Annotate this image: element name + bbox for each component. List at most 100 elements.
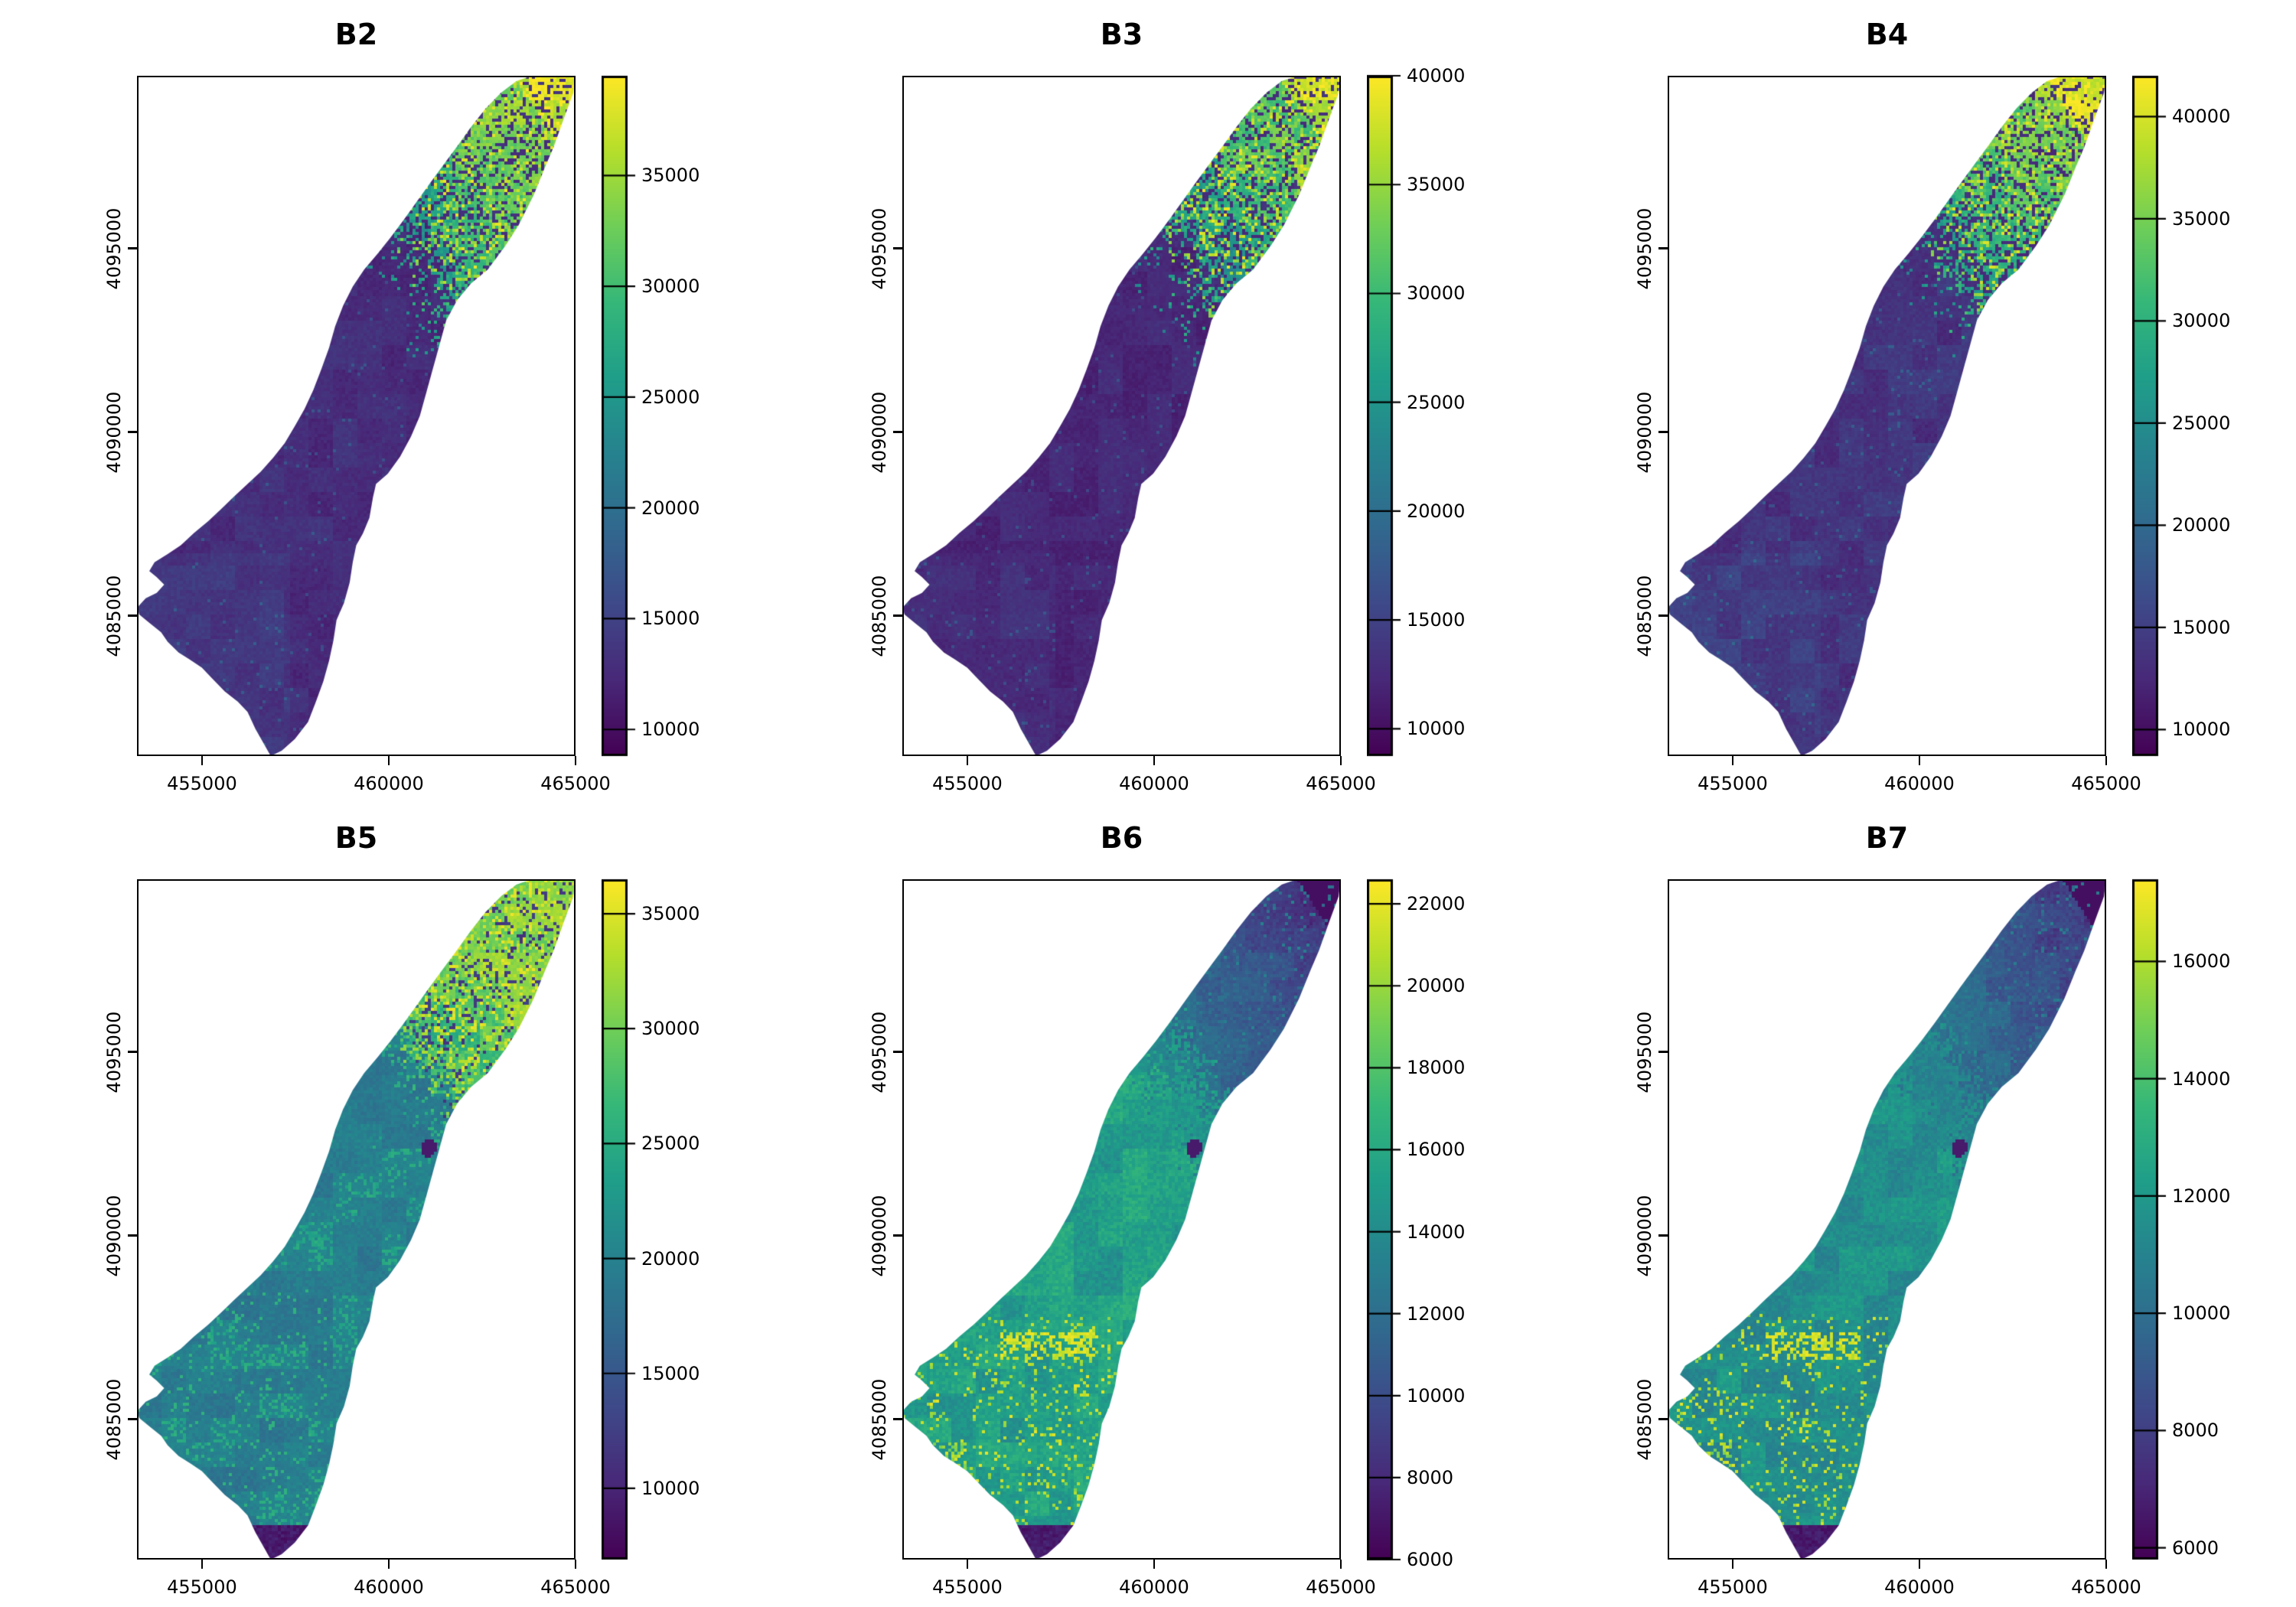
legend-tick-label: 30000 (2172, 310, 2231, 332)
x-tick-mark (966, 756, 969, 765)
y-tick-label: 4095000 (103, 1011, 125, 1094)
map-raster (137, 76, 576, 756)
x-tick-label: 460000 (1119, 773, 1189, 794)
legend-tick-label: 15000 (2172, 616, 2231, 638)
panel-b7: B7 455000 460000 465000 4095000 4090000 40850… (1531, 804, 2296, 1607)
legend-tick-label: 8000 (1407, 1466, 1454, 1488)
y-tick-label: 4085000 (103, 1378, 125, 1461)
legend-tick-label: 25000 (2172, 412, 2231, 434)
y-tick-label: 4095000 (1634, 207, 1655, 290)
legend-tick-label: 6000 (2172, 1537, 2219, 1559)
panel-title: B3 (1100, 18, 1143, 51)
legend-tick-label: 22000 (1407, 893, 1466, 915)
x-tick-mark (1339, 1560, 1342, 1569)
y-tick-mark (128, 1418, 137, 1420)
legend-tick-label: 20000 (2172, 514, 2231, 536)
legend-tick-label: 35000 (641, 165, 700, 187)
legend-tick-label: 10000 (2172, 1302, 2231, 1325)
x-tick-mark (2105, 1560, 2108, 1569)
legend-tick-label: 25000 (641, 386, 700, 408)
y-tick-label: 4090000 (103, 1195, 125, 1277)
map-raster (902, 879, 1341, 1560)
y-tick-label: 4095000 (103, 207, 125, 290)
y-tick-label: 4085000 (1634, 1378, 1655, 1461)
legend-tick-label: 35000 (641, 903, 700, 925)
x-tick-mark (966, 1560, 969, 1569)
legend-colorbar (602, 878, 637, 1561)
x-tick-mark (387, 756, 390, 765)
y-tick-mark (1658, 1051, 1668, 1053)
legend-tick-label: 30000 (641, 275, 700, 298)
y-tick-label: 4090000 (103, 391, 125, 474)
legend-tick-label: 40000 (2172, 106, 2231, 128)
plot-frame (902, 879, 1341, 1560)
x-tick-label: 465000 (540, 1576, 611, 1598)
x-tick-mark (574, 1560, 577, 1569)
panel-b2: B2 455000 460000 465000 4095000 4090000 40850… (0, 0, 765, 804)
y-tick-mark (893, 431, 902, 433)
x-tick-label: 455000 (932, 773, 1003, 794)
x-tick-label: 455000 (1698, 773, 1768, 794)
y-tick-mark (128, 247, 137, 249)
map-raster (1668, 76, 2106, 756)
y-tick-label: 4095000 (869, 1011, 890, 1094)
x-tick-label: 465000 (1306, 1576, 1376, 1598)
y-tick-mark (893, 1234, 902, 1237)
panel-b5: B5 455000 460000 465000 4095000 4090000 40850… (0, 804, 765, 1607)
legend-tick-label: 25000 (1407, 391, 1466, 413)
x-tick-mark (201, 1560, 204, 1569)
y-tick-mark (128, 614, 137, 617)
plot-frame (1668, 879, 2106, 1560)
legend-tick-label: 14000 (2172, 1068, 2231, 1090)
y-tick-label: 4090000 (869, 1195, 890, 1277)
x-tick-label: 465000 (2071, 1576, 2141, 1598)
x-tick-mark (1153, 756, 1156, 765)
plot-frame (902, 76, 1341, 756)
legend-colorbar (2132, 878, 2167, 1561)
legend-tick-label: 25000 (641, 1133, 700, 1155)
x-tick-mark (1339, 756, 1342, 765)
legend-tick-label: 10000 (2172, 719, 2231, 741)
y-tick-mark (1658, 1418, 1668, 1420)
legend-tick-label: 30000 (641, 1018, 700, 1040)
legend-tick-label: 10000 (641, 719, 700, 741)
y-tick-mark (1658, 614, 1668, 617)
panel-title: B7 (1865, 821, 1909, 855)
panel-title: B4 (1865, 18, 1909, 51)
x-tick-mark (1918, 1560, 1921, 1569)
x-tick-label: 460000 (1884, 1576, 1955, 1598)
legend-tick-label: 35000 (1407, 174, 1466, 196)
y-tick-label: 4090000 (869, 391, 890, 474)
y-tick-mark (128, 1051, 137, 1053)
plot-frame (1668, 76, 2106, 756)
y-tick-label: 4095000 (1634, 1011, 1655, 1094)
legend-tick-label: 20000 (1407, 975, 1466, 997)
legend-tick-label: 20000 (1407, 500, 1466, 522)
map-raster (137, 879, 576, 1560)
y-tick-mark (893, 1051, 902, 1053)
x-tick-label: 460000 (1119, 1576, 1189, 1598)
legend-tick-label: 15000 (641, 608, 700, 630)
y-tick-label: 4085000 (1634, 575, 1655, 657)
y-tick-mark (128, 431, 137, 433)
panel-title: B6 (1100, 821, 1143, 855)
legend-colorbar (1367, 74, 1402, 758)
x-tick-mark (387, 1560, 390, 1569)
x-tick-mark (574, 756, 577, 765)
x-tick-label: 455000 (932, 1576, 1003, 1598)
legend-tick-label: 35000 (2172, 207, 2231, 230)
legend-tick-label: 20000 (641, 1247, 700, 1270)
map-raster (1668, 879, 2106, 1560)
panel-title: B2 (334, 18, 378, 51)
legend-tick-label: 8000 (2172, 1420, 2219, 1442)
x-tick-label: 465000 (1306, 773, 1376, 794)
legend-tick-label: 6000 (1407, 1549, 1454, 1570)
plot-frame (137, 76, 576, 756)
x-tick-label: 465000 (540, 773, 611, 794)
legend-tick-label: 18000 (1407, 1057, 1466, 1079)
y-tick-label: 4090000 (1634, 1195, 1655, 1277)
x-tick-label: 455000 (167, 1576, 237, 1598)
y-tick-label: 4095000 (869, 207, 890, 290)
panel-b4: B4 455000 460000 465000 4095000 4090000 40850… (1531, 0, 2296, 804)
